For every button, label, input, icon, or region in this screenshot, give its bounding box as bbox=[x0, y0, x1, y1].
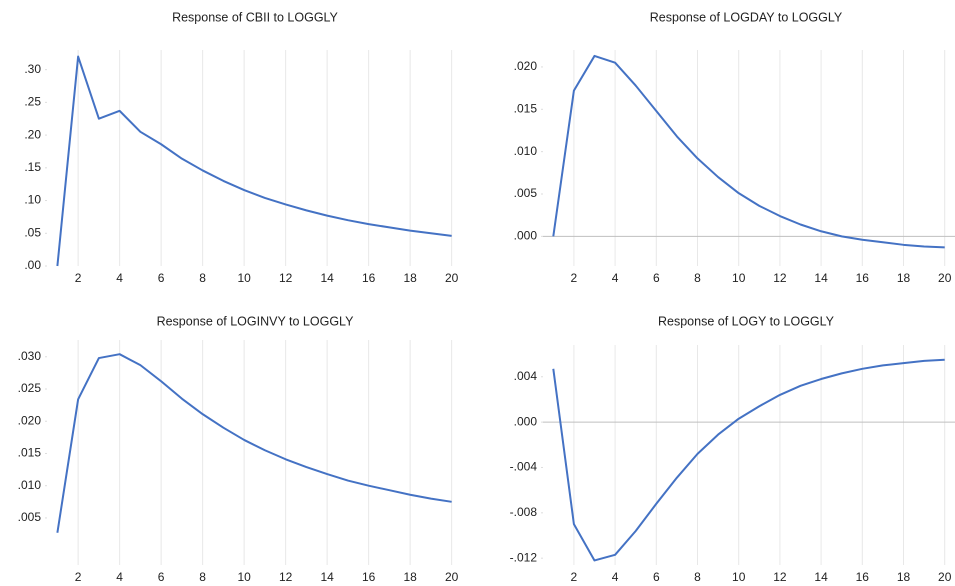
line bbox=[56, 353, 452, 533]
y-tick-label: .30 bbox=[24, 62, 41, 76]
x-tick-label: 8 bbox=[694, 570, 701, 584]
y-tick-label: .005 bbox=[514, 186, 538, 200]
x-tick-label: 16 bbox=[362, 271, 376, 285]
x-tick-label: 16 bbox=[856, 271, 870, 285]
x-tick-label: 2 bbox=[571, 570, 578, 584]
chart-title: Response of LOGDAY to LOGGLY bbox=[650, 10, 843, 24]
chart-title: Response of LOGINVY to LOGGLY bbox=[157, 314, 355, 328]
x-tick-label: 18 bbox=[897, 271, 911, 285]
line bbox=[552, 54, 945, 249]
y-tick-label: .030 bbox=[18, 349, 42, 363]
y-tick-label: -.004 bbox=[510, 460, 538, 474]
y-tick-label: .000 bbox=[514, 229, 538, 243]
line bbox=[56, 55, 452, 267]
x-tick-label: 20 bbox=[938, 271, 952, 285]
y-tick-label: .000 bbox=[514, 414, 538, 428]
x-tick-label: 18 bbox=[403, 570, 417, 584]
y-tick-label: -.012 bbox=[510, 550, 538, 564]
x-tick-label: 12 bbox=[279, 271, 293, 285]
y-tick-label: .05 bbox=[24, 225, 41, 239]
y-tick-label: .015 bbox=[18, 446, 42, 460]
x-tick-label: 12 bbox=[279, 570, 293, 584]
y-tick-label: .020 bbox=[18, 413, 42, 427]
y-tick-label: .10 bbox=[24, 193, 41, 207]
x-tick-label: 18 bbox=[897, 570, 911, 584]
y-tick-label: .004 bbox=[514, 369, 538, 383]
y-tick-label: .010 bbox=[514, 144, 538, 158]
chart-title: Response of LOGY to LOGGLY bbox=[658, 314, 835, 328]
y-tick-label: .15 bbox=[24, 160, 41, 174]
x-tick-label: 10 bbox=[237, 570, 251, 584]
y-tick-label: .20 bbox=[24, 127, 41, 141]
x-tick-label: 2 bbox=[75, 271, 82, 285]
line bbox=[552, 358, 945, 562]
x-tick-label: 10 bbox=[237, 271, 251, 285]
x-tick-label: 4 bbox=[116, 271, 123, 285]
x-tick-label: 20 bbox=[445, 570, 459, 584]
x-tick-label: 14 bbox=[814, 271, 828, 285]
x-tick-label: 6 bbox=[158, 271, 165, 285]
x-tick-label: 10 bbox=[732, 271, 746, 285]
x-tick-label: 8 bbox=[199, 570, 206, 584]
x-tick-label: 8 bbox=[199, 271, 206, 285]
y-tick-label: .025 bbox=[18, 381, 42, 395]
x-tick-label: 6 bbox=[653, 271, 660, 285]
y-tick-label: .020 bbox=[514, 59, 538, 73]
x-tick-label: 10 bbox=[732, 570, 746, 584]
x-tick-label: 14 bbox=[320, 271, 334, 285]
chart-title: Response of CBII to LOGGLY bbox=[172, 10, 338, 24]
y-tick-label: .015 bbox=[514, 101, 538, 115]
y-tick-label: -.008 bbox=[510, 505, 538, 519]
x-tick-label: 16 bbox=[856, 570, 870, 584]
x-tick-label: 8 bbox=[694, 271, 701, 285]
x-tick-label: 12 bbox=[773, 570, 787, 584]
x-tick-label: 14 bbox=[814, 570, 828, 584]
x-tick-label: 20 bbox=[445, 271, 459, 285]
x-tick-label: 6 bbox=[158, 570, 165, 584]
x-tick-label: 14 bbox=[320, 570, 334, 584]
x-tick-label: 2 bbox=[571, 271, 578, 285]
x-tick-label: 18 bbox=[403, 271, 417, 285]
y-tick-label: .010 bbox=[18, 478, 42, 492]
x-tick-label: 4 bbox=[612, 570, 619, 584]
x-tick-label: 6 bbox=[653, 570, 660, 584]
y-tick-label: .00 bbox=[24, 258, 41, 272]
x-tick-label: 16 bbox=[362, 570, 376, 584]
x-tick-label: 2 bbox=[75, 570, 82, 584]
x-tick-label: 12 bbox=[773, 271, 787, 285]
x-tick-label: 20 bbox=[938, 570, 952, 584]
x-tick-label: 4 bbox=[116, 570, 123, 584]
y-tick-label: .25 bbox=[24, 95, 41, 109]
x-tick-label: 4 bbox=[612, 271, 619, 285]
y-tick-label: .005 bbox=[18, 510, 42, 524]
